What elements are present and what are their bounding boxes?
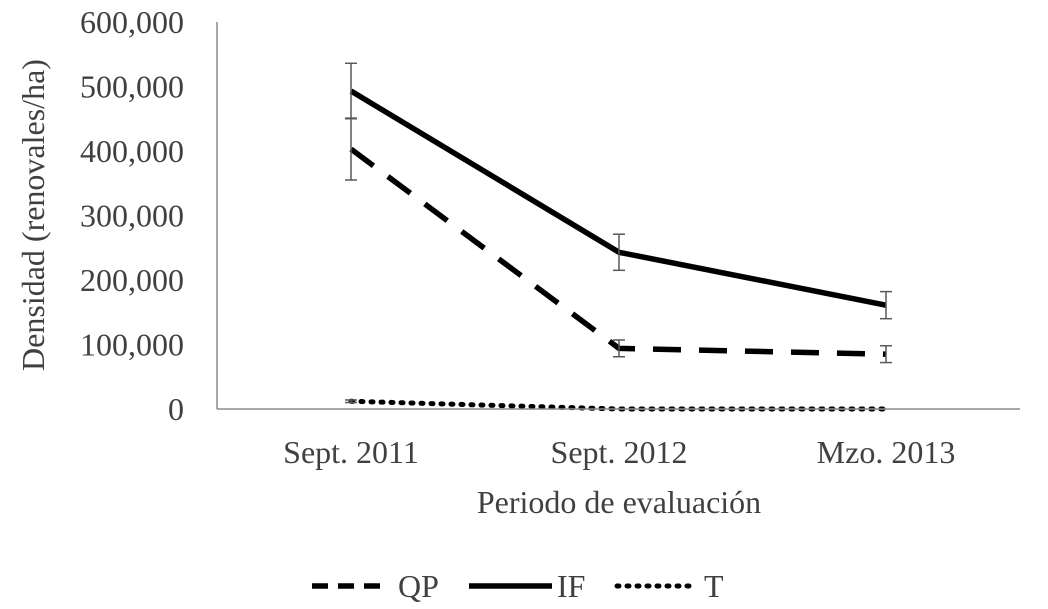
y-tick-label: 600,000	[80, 4, 184, 40]
x-tick-label: Mzo. 2013	[817, 434, 956, 470]
y-tick-label: 400,000	[80, 133, 184, 169]
legend-label-t: T	[704, 568, 724, 604]
error-bar-qp-2	[613, 339, 625, 358]
series-line-if	[349, 88, 887, 308]
error-bar-if-2	[613, 233, 625, 272]
y-axis-title: Densidad (renovales/ha)	[15, 59, 51, 371]
error-bar-if-3	[880, 290, 892, 320]
error-bar-t-1	[345, 399, 357, 404]
y-tick-label: 300,000	[80, 198, 184, 234]
series-line-t	[348, 398, 889, 412]
x-tick-label: Sept. 2012	[551, 434, 688, 470]
x-tick-label: Sept. 2011	[283, 434, 419, 470]
error-bar-if-1	[345, 62, 357, 120]
plot-area	[345, 62, 892, 412]
legend-label-qp: QP	[398, 568, 439, 604]
legend-item-t: T	[614, 568, 724, 604]
legend-label-if: IF	[557, 568, 585, 604]
y-tick-label: 100,000	[80, 327, 184, 363]
legend-item-qp: QP	[312, 568, 439, 604]
y-tick-label: 0	[168, 391, 184, 427]
axes: 0 100,000 200,000 300,000 400,000 500,000 600,…	[80, 4, 1020, 470]
y-tick-label: 200,000	[80, 262, 184, 298]
error-bar-qp-3	[880, 345, 892, 364]
legend: QP IF T	[312, 568, 724, 604]
x-axis-title: Periodo de evaluación	[477, 484, 761, 520]
y-tick-label: 500,000	[80, 69, 184, 105]
legend-item-if: IF	[469, 568, 585, 604]
